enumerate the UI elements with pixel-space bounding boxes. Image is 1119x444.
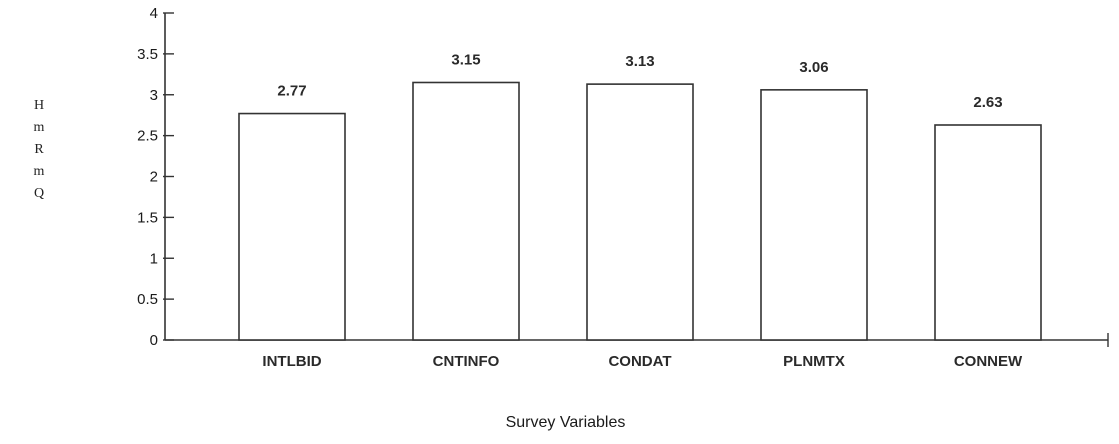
bar-connew [934,124,1042,341]
data-label: 3.06 [799,59,828,76]
y-tick-label: 3 [150,87,158,104]
y-axis-label: H m R m Q [33,98,45,201]
x-tick-label: PLNMTX [783,353,845,370]
bar-condat [586,83,694,341]
y-tick-label: 0 [150,332,158,349]
data-label: 2.63 [973,94,1002,111]
bar-intlbid [238,112,346,341]
y-tick-label: 1 [150,250,158,267]
data-label: 3.13 [625,53,654,70]
x-axis-title: Survey Variables [505,414,626,431]
y-tick-label: 4 [150,5,158,22]
data-labels: 2.77 3.15 3.13 3.06 2.63 [277,51,1002,111]
bars [238,81,1042,341]
x-tick-label: CONDAT [608,353,671,370]
y-tick-label: 2.5 [137,128,158,145]
x-tick-label: CNTINFO [433,353,500,370]
bar-cntinfo [412,81,520,341]
y-axis: 0 0.5 1 1.5 2 2.5 3 3.5 4 [137,5,174,349]
x-tick-label: INTLBID [262,353,321,370]
y-tick-label: 3.5 [137,46,158,63]
y-tick-label: 1.5 [137,209,158,226]
y-tick-label: 0.5 [137,291,158,308]
data-label: 2.77 [277,83,306,100]
x-tick-label: CONNEW [954,353,1023,370]
bar-plnmtx [760,89,868,341]
data-label: 3.15 [451,51,480,68]
y-tick-label: 2 [150,169,158,186]
